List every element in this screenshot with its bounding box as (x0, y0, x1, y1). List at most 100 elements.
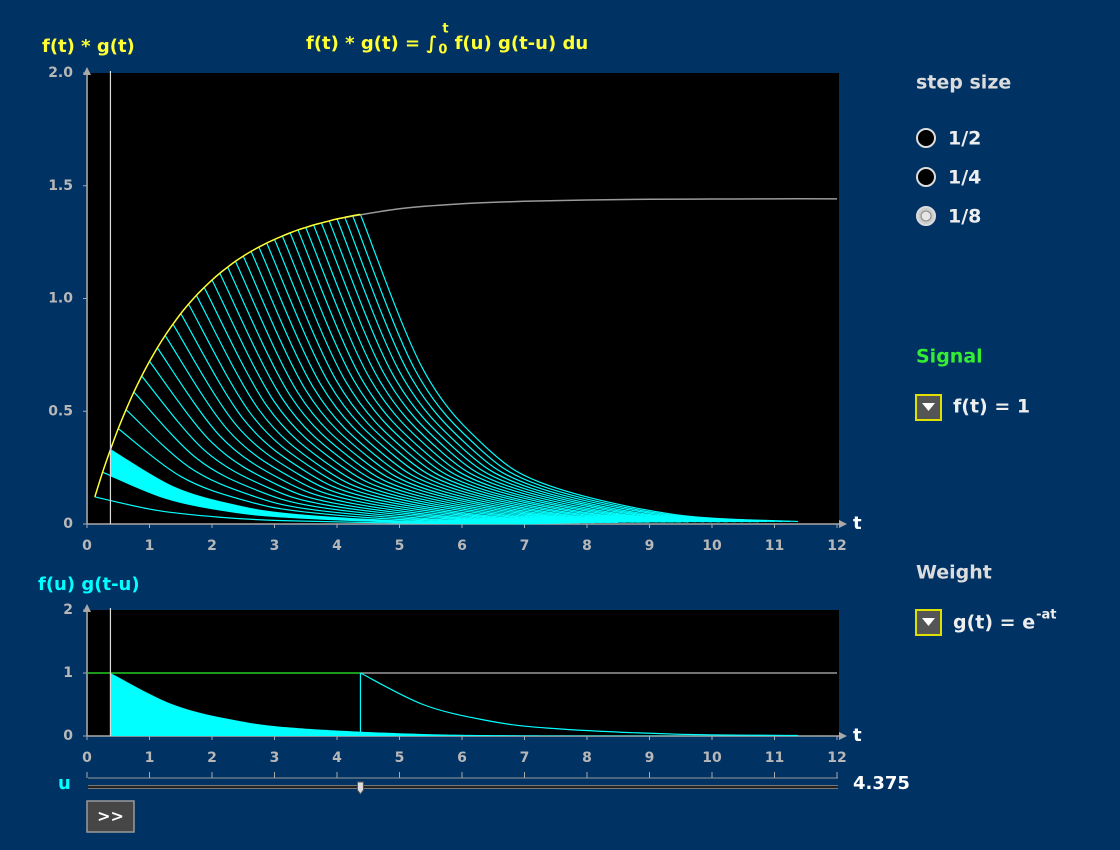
x-tick-label: 5 (395, 750, 405, 766)
component-curve (180, 313, 619, 524)
run-button[interactable]: >> (86, 800, 135, 833)
component-curve (250, 251, 689, 523)
chart-title-rest: f(u) g(t-u) du (455, 33, 589, 54)
signal-label[interactable]: f(t) = 1 (953, 396, 1030, 418)
component-curve (305, 227, 744, 523)
title-upper-bound: t (442, 22, 448, 37)
x-axis-arrow (839, 520, 847, 528)
component-curve (164, 335, 603, 524)
y-axis-arrow (83, 604, 91, 612)
contribution-band (110, 449, 548, 524)
x-tick-label: 0 (82, 750, 92, 766)
radio-label[interactable]: 1/4 (948, 167, 981, 189)
title-lower-bound: 0 (438, 43, 447, 58)
component-curve (344, 217, 783, 523)
x-tick-label: 2 (207, 750, 217, 766)
x-tick-label: 0 (82, 538, 92, 554)
step-size-heading: step size (916, 72, 1011, 94)
x-tick-label: 2 (207, 538, 217, 554)
x-tick-label: 12 (827, 750, 846, 766)
component-curve (117, 428, 556, 524)
slider-label: u (58, 773, 71, 794)
x-tick-label: 9 (645, 750, 655, 766)
x-tick-label: 6 (457, 750, 467, 766)
x-tick-label: 11 (765, 538, 784, 554)
signal-heading: Signal (916, 346, 983, 368)
button-box[interactable] (86, 800, 135, 833)
component-curve (266, 242, 705, 523)
radio-button[interactable] (916, 167, 936, 187)
component-curve (188, 303, 627, 523)
component-curve (320, 222, 759, 523)
y-tick-label: 1.5 (48, 178, 73, 194)
component-curve (141, 375, 580, 524)
x-tick-label: 3 (270, 538, 280, 554)
component-curve (258, 246, 697, 523)
x-tick-label: 10 (702, 750, 722, 766)
y-tick-label: 0.5 (48, 403, 73, 419)
component-curve (359, 214, 798, 523)
x-axis-label: t (853, 513, 862, 534)
product-area (110, 673, 837, 736)
component-curve (219, 272, 658, 523)
component-curve (133, 391, 572, 524)
weight-dropdown[interactable]: g(t) = e -at (915, 608, 1056, 636)
x-tick-label: 3 (270, 750, 280, 766)
x-tick-label: 4 (332, 538, 342, 554)
y-tick-label: 1 (63, 665, 73, 681)
x-tick-label: 12 (827, 538, 846, 554)
x-tick-label: 10 (702, 538, 722, 554)
component-curve (281, 235, 720, 523)
dropdown-arrow[interactable] (922, 403, 935, 411)
radio-label[interactable]: 1/8 (948, 206, 981, 228)
y-tick-label: 0 (63, 728, 73, 744)
component-curve (297, 229, 736, 523)
weight-heading: Weight (916, 562, 992, 584)
partial-curve (94, 213, 361, 498)
x-tick-label: 11 (765, 750, 784, 766)
top-y-label: f(t) * g(t) (42, 36, 135, 57)
weight-curve (360, 672, 798, 737)
radio-label[interactable]: 1/2 (948, 128, 981, 150)
y-tick-label: 1.0 (48, 291, 73, 307)
y-tick-label: 2 (63, 602, 73, 618)
component-curve (195, 295, 634, 523)
component-curve (328, 220, 767, 523)
x-tick-label: 1 (145, 538, 155, 554)
component-curve (273, 239, 713, 523)
x-tick-label: 4 (332, 750, 342, 766)
y-axis-arrow (83, 67, 91, 75)
x-tick-label: 7 (520, 750, 530, 766)
radio-dot (920, 210, 932, 222)
component-curve (203, 287, 642, 523)
slider-thumb[interactable] (356, 781, 364, 795)
dropdown-arrow[interactable] (922, 618, 935, 626)
component-curve (172, 323, 611, 524)
response-curve (336, 198, 838, 220)
component-curve (289, 232, 728, 523)
x-axis-label: t (853, 725, 862, 746)
chart-title: f(t) * g(t) = ∫ (306, 33, 437, 54)
x-tick-label: 5 (395, 538, 405, 554)
x-tick-label: 6 (457, 538, 467, 554)
component-curve (352, 215, 791, 523)
component-curve (234, 261, 673, 523)
y-tick-label: 0 (63, 516, 73, 532)
x-tick-label: 9 (645, 538, 655, 554)
component-curve (156, 347, 595, 524)
weight-label-exponent[interactable]: -at (1036, 608, 1056, 623)
signal-dropdown[interactable]: f(t) = 1 (915, 394, 1030, 421)
x-tick-label: 7 (520, 538, 530, 554)
weight-label[interactable]: g(t) = e (953, 612, 1035, 634)
component-curve (102, 471, 541, 525)
x-axis-arrow (839, 732, 847, 740)
component-curve (242, 255, 681, 523)
button-label[interactable]: >> (97, 807, 124, 826)
bottom-y-label: f(u) g(t-u) (38, 574, 140, 595)
component-curve (336, 218, 775, 523)
y-tick-label: 2.0 (48, 65, 73, 81)
component-curve (110, 449, 548, 524)
radio-button[interactable] (916, 128, 936, 148)
x-tick-label: 8 (582, 750, 592, 766)
